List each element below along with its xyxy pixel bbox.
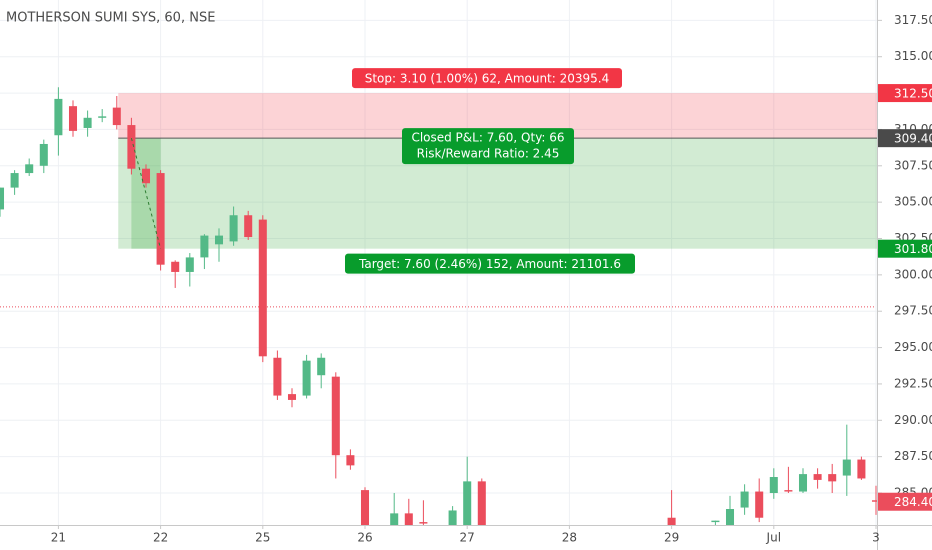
- label-box: [402, 128, 574, 165]
- candle-body: [477, 481, 486, 525]
- candle-body: [112, 107, 121, 126]
- candle-body: [871, 500, 881, 502]
- position-label: Closed P&L: 7.60, Qty: 66: [411, 131, 564, 145]
- x-tick-label: 25: [255, 531, 270, 545]
- candle-body: [857, 459, 866, 479]
- candle-body: [346, 455, 355, 466]
- candle-body: [448, 510, 457, 525]
- chart-title: MOTHERSON SUMI SYS, 60, NSE: [6, 11, 215, 26]
- y-tick-label: 290.00: [894, 413, 932, 427]
- candle-body: [828, 474, 837, 482]
- price-tag-label: 301.80: [894, 242, 932, 256]
- price-tag: [878, 84, 932, 103]
- candle-body: [317, 357, 326, 376]
- y-tick-label: 317.50: [894, 13, 932, 27]
- candle-body: [171, 261, 180, 272]
- candle-body: [755, 491, 764, 518]
- candle-body: [842, 459, 851, 476]
- candle-body: [258, 219, 267, 357]
- candle-body: [331, 376, 340, 456]
- candle-body: [404, 513, 413, 525]
- candle-body: [813, 474, 822, 480]
- candle-body: [200, 235, 209, 258]
- candle-body: [273, 357, 282, 396]
- candle-body: [244, 215, 253, 238]
- y-tick-label: 305.00: [894, 195, 932, 209]
- candle-body: [360, 490, 370, 525]
- candle-body: [667, 517, 676, 525]
- price-tag: [878, 129, 932, 148]
- position-label: Stop: 3.10 (1.00%) 62, Amount: 20395.4: [365, 72, 610, 86]
- price-tag-label: 309.40: [894, 132, 932, 146]
- y-tick-label: 287.50: [894, 449, 932, 463]
- x-tick-label: 21: [51, 531, 66, 545]
- price-tag-label: 284.40: [894, 495, 932, 509]
- price-tag-label: 312.50: [894, 87, 932, 101]
- price-tag: [878, 492, 932, 511]
- candle-body: [740, 491, 749, 508]
- x-tick-label: 28: [562, 531, 577, 545]
- position-label: Target: 7.60 (2.46%) 152, Amount: 21101.…: [358, 257, 621, 271]
- candle-body: [185, 257, 194, 272]
- position-label: Risk/Reward Ratio: 2.45: [417, 147, 560, 161]
- candle-body: [25, 164, 34, 174]
- candle-body: [68, 106, 78, 131]
- x-tick-label: 27: [460, 531, 475, 545]
- candle-body: [98, 116, 107, 118]
- candle-body: [784, 490, 793, 492]
- candle-body: [141, 168, 151, 184]
- price-tag: [878, 239, 932, 258]
- x-tick-label: 29: [664, 531, 679, 545]
- x-tick-label: Jul: [766, 531, 781, 545]
- candle-body: [214, 235, 224, 245]
- x-tick-label: 22: [153, 531, 168, 545]
- label-box: [352, 68, 622, 89]
- label-box: [345, 253, 635, 274]
- y-tick-label: 315.00: [894, 49, 932, 63]
- candle-body: [10, 173, 19, 188]
- candle-body: [156, 173, 165, 265]
- y-tick-label: 297.50: [894, 304, 932, 318]
- candle-body: [0, 187, 5, 210]
- candle-body: [302, 360, 311, 396]
- y-tick-label: 300.00: [894, 267, 932, 281]
- y-tick-label: 295.00: [894, 340, 932, 354]
- y-tick-label: 292.50: [894, 376, 932, 390]
- candle-body: [83, 117, 92, 128]
- candle-body: [127, 125, 136, 169]
- candle-body: [390, 513, 399, 525]
- candle-body: [463, 481, 472, 525]
- trade-path: [130, 138, 162, 249]
- x-tick-label: 26: [357, 531, 372, 545]
- candle-body: [711, 520, 720, 523]
- candle-body: [725, 509, 735, 525]
- candle-body: [798, 474, 808, 492]
- candle-body: [287, 394, 297, 400]
- candle-body: [419, 522, 428, 524]
- x-tick-label: 3: [872, 531, 880, 545]
- candle-body: [229, 215, 238, 242]
- y-tick-label: 307.50: [894, 158, 932, 172]
- candle-body: [769, 477, 778, 494]
- candle-body: [54, 98, 63, 136]
- candle-body: [39, 143, 48, 166]
